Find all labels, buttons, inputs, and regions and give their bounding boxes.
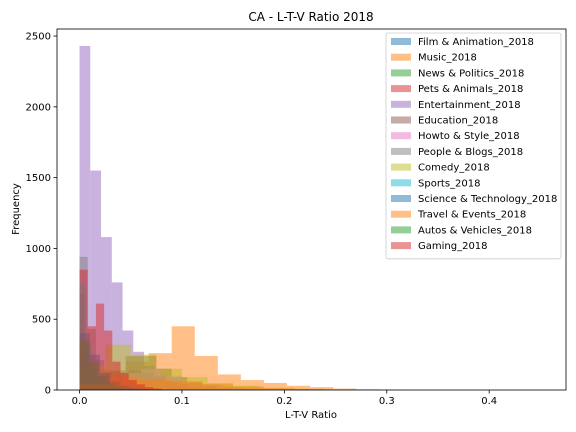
- y-tick-label: 2500: [26, 32, 51, 43]
- y-tick-label: 1000: [26, 244, 51, 255]
- legend-label: Music_2018: [418, 53, 477, 64]
- legend-swatch: [391, 226, 411, 234]
- histogram-bar: [128, 380, 137, 390]
- legend-swatch: [391, 147, 411, 155]
- legend-item: Science & Technology_2018: [391, 194, 557, 205]
- legend-label: People & Blogs_2018: [418, 147, 523, 158]
- legend-swatch: [391, 69, 411, 77]
- histogram-bar: [294, 388, 326, 390]
- x-tick-label: 0.2: [276, 396, 292, 407]
- legend-label: Autos & Vehicles_2018: [418, 225, 532, 236]
- histogram-bar: [309, 387, 334, 390]
- histogram-bar: [140, 380, 172, 390]
- legend-label: Science & Technology_2018: [418, 194, 557, 205]
- x-tick-label: 0.1: [174, 396, 190, 407]
- legend-item: Comedy_2018: [391, 163, 490, 174]
- chart-title: CA - L-T-V Ratio 2018: [248, 10, 373, 24]
- legend-item: Autos & Vehicles_2018: [391, 225, 532, 236]
- legend-item: Gaming_2018: [391, 241, 488, 252]
- legend-swatch: [391, 242, 411, 250]
- y-tick-label: 1500: [26, 173, 51, 184]
- y-axis-label: Frequency: [11, 183, 22, 235]
- legend-item: Pets & Animals_2018: [391, 84, 523, 95]
- legend-item: Howto & Style_2018: [391, 131, 520, 142]
- y-axis: 0 500 1000 1500 2000 2500: [26, 32, 57, 397]
- y-tick-label: 0: [45, 386, 51, 397]
- legend-label: News & Politics_2018: [418, 68, 524, 79]
- legend-item: People & Blogs_2018: [391, 147, 523, 158]
- legend-item: Sports_2018: [391, 178, 481, 189]
- legend-label: Travel & Events_2018: [417, 210, 526, 221]
- histogram-bar: [145, 387, 154, 390]
- histogram-bar: [136, 384, 146, 390]
- histogram-bar: [263, 387, 295, 390]
- legend-label: Gaming_2018: [418, 241, 488, 252]
- histogram-bar: [104, 330, 113, 390]
- histogram-bar: [263, 382, 287, 390]
- legend-swatch: [391, 132, 411, 140]
- legend-box: [385, 32, 562, 260]
- legend-item: Film & Animation_2018: [391, 37, 534, 48]
- legend-item: Travel & Events_2018: [391, 210, 526, 221]
- histogram-bar: [79, 45, 91, 391]
- histogram-bar: [286, 385, 310, 390]
- histogram-bar: [111, 282, 123, 390]
- legend-swatch: [391, 195, 411, 202]
- legend-swatch: [391, 100, 411, 108]
- legend-item: News & Politics_2018: [391, 68, 524, 79]
- legend-swatch: [391, 179, 411, 187]
- histogram-bar: [171, 381, 203, 390]
- legend-label: Howto & Style_2018: [418, 131, 520, 142]
- histogram-bar: [240, 380, 264, 390]
- series-13: [79, 269, 162, 390]
- legend-label: Pets & Animals_2018: [418, 84, 523, 95]
- legend-item: Education_2018: [391, 116, 498, 127]
- histogram-bar: [120, 373, 129, 390]
- histogram-bar: [90, 170, 102, 390]
- histogram-bar: [95, 303, 105, 390]
- legend-label: Comedy_2018: [418, 163, 490, 174]
- legend-label: Entertainment_2018: [418, 100, 521, 111]
- histogram-bar: [233, 386, 264, 390]
- legend-swatch: [391, 163, 411, 171]
- legend-item: Entertainment_2018: [391, 100, 521, 111]
- legend-swatch: [391, 85, 411, 93]
- x-tick-label: 0.0: [72, 396, 88, 407]
- legend-swatch: [391, 53, 411, 61]
- x-tick-label: 0.4: [481, 396, 497, 407]
- legend-label: Sports_2018: [418, 178, 481, 189]
- legend-swatch: [391, 116, 411, 124]
- histogram-bar: [79, 269, 88, 390]
- histogram-bar: [87, 326, 96, 390]
- histogram-bars: [79, 45, 403, 391]
- legend-label: Film & Animation_2018: [418, 37, 534, 48]
- histogram-bar: [101, 237, 112, 390]
- legend-swatch: [391, 210, 411, 218]
- legend-swatch: [391, 38, 411, 45]
- histogram-bar: [153, 388, 162, 390]
- plot-frame: [56, 28, 567, 391]
- histogram-bar: [333, 388, 357, 390]
- legend-item: Music_2018: [391, 53, 477, 64]
- x-axis: 0.0 0.1 0.2 0.3 0.4: [72, 390, 497, 407]
- y-tick-label: 2000: [26, 102, 51, 113]
- legend-label: Education_2018: [418, 116, 498, 127]
- legend: Film & Animation_2018 Music_2018 News & Po…: [385, 32, 562, 260]
- histogram-bar: [112, 361, 121, 390]
- x-tick-label: 0.3: [379, 396, 395, 407]
- x-axis-label: L-T-V Ratio: [285, 410, 337, 421]
- y-tick-label: 500: [32, 315, 51, 326]
- histogram-bar: [202, 384, 234, 390]
